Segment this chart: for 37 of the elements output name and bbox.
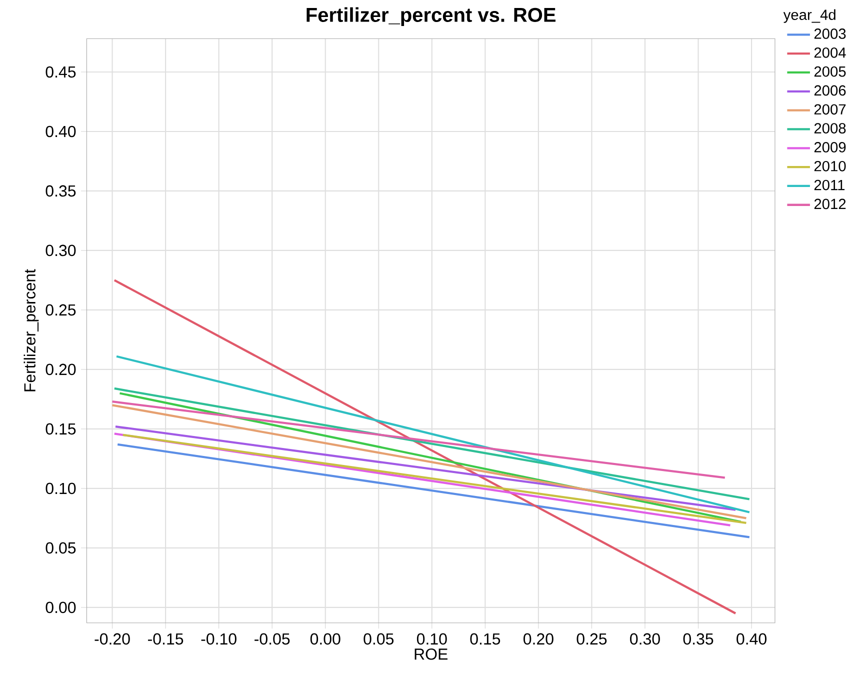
x-tick-label: 0.35	[683, 634, 714, 645]
x-tick-label: 0.05	[364, 634, 394, 645]
legend-label: 2005	[814, 66, 846, 77]
chart-title: Fertilizer_percent vs. ROE	[306, 8, 556, 26]
x-tick-label: -0.20	[94, 634, 130, 645]
legend-label: 2003	[814, 28, 846, 40]
x-tick-label: -0.15	[148, 634, 184, 645]
y-tick-label: 0.35	[46, 186, 76, 197]
y-tick-label: 0.45	[46, 66, 76, 78]
y-axis-title: Fertilizer_percent	[24, 269, 39, 392]
x-tick-label: 0.10	[416, 634, 447, 645]
x-tick-label: 0.40	[736, 634, 766, 645]
legend-label: 2008	[814, 123, 846, 134]
x-tick-label: 0.25	[576, 634, 607, 645]
y-tick-label: 0.15	[46, 423, 76, 435]
x-tick-label: 0.30	[630, 634, 660, 645]
legend-label: 2011	[814, 180, 845, 190]
y-tick-label: 0.00	[46, 602, 76, 614]
y-tick-label: 0.20	[46, 364, 76, 376]
x-tick-label: -0.05	[254, 634, 290, 645]
x-tick-label: 0.15	[470, 634, 500, 645]
x-tick-label: -0.10	[201, 634, 236, 645]
y-tick-label: 0.30	[46, 245, 76, 256]
y-tick-label: 0.25	[46, 304, 76, 316]
legend-label: 2012	[814, 198, 846, 210]
x-axis-title: ROE	[414, 648, 448, 660]
legend-title: year_4d	[783, 9, 836, 24]
y-tick-label: 0.05	[46, 542, 76, 554]
legend-label: 2007	[814, 104, 846, 115]
y-tick-label: 0.10	[46, 482, 76, 494]
legend-label: 2006	[814, 85, 846, 96]
x-tick-label: 0.00	[310, 634, 340, 645]
legend-label: 2010	[814, 161, 846, 172]
x-tick-label: 0.20	[524, 634, 554, 645]
legend-label: 2009	[814, 142, 846, 153]
legend-label: 2004	[814, 48, 846, 58]
y-tick-label: 0.40	[46, 126, 76, 138]
